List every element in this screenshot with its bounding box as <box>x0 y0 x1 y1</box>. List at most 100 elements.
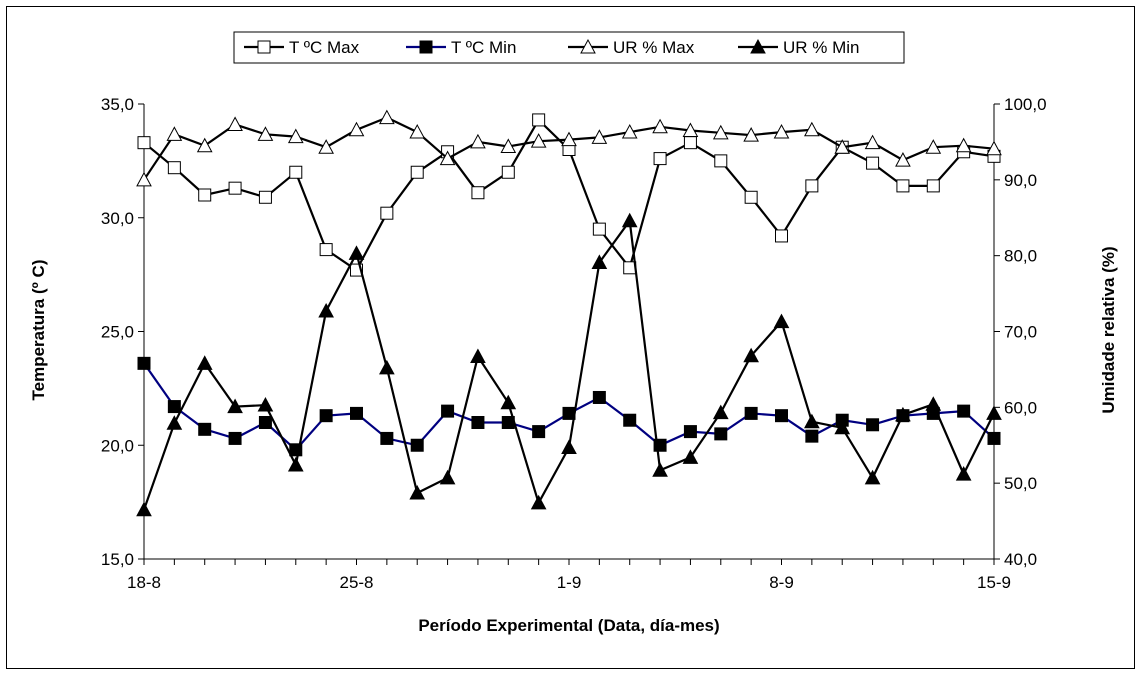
data-point <box>470 348 486 364</box>
data-point <box>834 139 851 154</box>
data-point <box>500 394 517 410</box>
data-point <box>257 397 274 412</box>
y-left-tick-label: 20,0 <box>101 436 134 455</box>
data-point <box>623 413 637 427</box>
data-point <box>379 109 395 125</box>
legend-marker <box>257 40 271 54</box>
data-point <box>621 212 638 228</box>
data-point <box>743 127 759 142</box>
data-point <box>712 404 729 420</box>
data-point <box>682 449 699 464</box>
data-point <box>137 136 151 150</box>
data-point <box>561 439 577 455</box>
data-point <box>834 419 851 435</box>
y-right-tick-label: 40,0 <box>1004 550 1037 569</box>
data-point <box>591 129 608 144</box>
data-point <box>895 152 911 167</box>
data-point <box>136 171 152 187</box>
data-point <box>501 165 515 179</box>
legend-label: T ºC Min <box>451 38 516 57</box>
data-point <box>866 418 880 432</box>
data-point <box>258 416 272 429</box>
x-tick-label: 8-9 <box>769 573 794 592</box>
data-point <box>227 398 243 414</box>
data-point <box>500 138 517 153</box>
data-point <box>743 347 759 363</box>
y-left-tick-label: 30,0 <box>101 209 134 228</box>
data-point <box>167 400 181 414</box>
series-line <box>143 362 995 452</box>
data-point <box>258 190 272 204</box>
data-point <box>196 137 213 153</box>
legend-label: UR % Max <box>613 38 695 57</box>
y-axis-left-title: Temperatura (º C) <box>29 260 48 401</box>
data-point <box>380 206 394 220</box>
data-point <box>775 229 788 243</box>
data-point <box>167 161 181 175</box>
x-tick-label: 15-9 <box>977 573 1011 592</box>
data-point <box>925 396 942 411</box>
legend-marker <box>750 38 766 54</box>
y-right-tick-label: 80,0 <box>1004 247 1037 266</box>
data-point <box>986 405 1002 420</box>
data-point <box>289 165 303 179</box>
data-point <box>471 416 485 429</box>
x-tick-label: 1-9 <box>557 573 582 592</box>
y-right-tick-label: 100,0 <box>1004 95 1047 114</box>
data-point <box>987 431 1001 445</box>
data-point <box>592 390 606 404</box>
legend-label: UR % Min <box>783 38 860 57</box>
legend-marker <box>580 38 596 54</box>
data-point <box>773 124 790 139</box>
data-point <box>773 313 790 329</box>
data-point <box>895 406 911 422</box>
data-point <box>955 466 972 481</box>
data-point <box>348 245 365 260</box>
y-axis-right-title: Umidade relativa (%) <box>1099 246 1118 413</box>
data-point <box>470 133 486 149</box>
data-point <box>682 122 699 138</box>
data-point <box>166 126 183 141</box>
data-point <box>652 118 668 134</box>
series-ur-max <box>136 109 1002 187</box>
data-point <box>439 469 456 485</box>
data-point <box>744 406 758 420</box>
data-point <box>228 431 242 445</box>
data-point <box>532 425 546 439</box>
data-point <box>410 438 424 452</box>
data-point <box>712 124 729 140</box>
data-point <box>955 137 972 153</box>
data-point <box>441 404 455 418</box>
legend: T ºC Max T ºC Min UR % Max UR % Min <box>233 31 905 64</box>
data-point <box>198 188 212 202</box>
data-point <box>896 179 910 193</box>
series-layer <box>136 109 1002 517</box>
y-right-tick-label: 60,0 <box>1004 398 1037 417</box>
data-point <box>805 429 819 443</box>
x-tick-label: 18-8 <box>127 573 161 592</box>
data-point <box>957 404 971 418</box>
data-point <box>864 469 881 485</box>
data-point <box>196 355 213 370</box>
data-point <box>257 126 274 141</box>
y-right-tick-label: 50,0 <box>1004 474 1037 493</box>
data-point <box>380 431 394 445</box>
data-point <box>319 243 333 257</box>
data-point <box>287 128 304 144</box>
data-point <box>409 124 426 139</box>
data-point <box>714 154 728 168</box>
axes: 15,0 20,0 25,0 30,0 35,0 40,0 50,0 60,0 70,0 80,0… <box>101 95 1047 592</box>
data-point <box>227 116 243 131</box>
data-point <box>136 501 152 517</box>
data-point <box>166 415 183 430</box>
data-point <box>864 134 881 150</box>
data-point <box>137 356 151 370</box>
data-point <box>228 181 242 195</box>
data-point <box>348 121 365 137</box>
data-point <box>530 494 547 510</box>
y-left-tick-label: 35,0 <box>101 95 134 114</box>
data-point <box>561 131 577 147</box>
series-t-c-min <box>137 356 1001 457</box>
data-point <box>683 136 697 150</box>
series-ur-min <box>136 212 1002 517</box>
